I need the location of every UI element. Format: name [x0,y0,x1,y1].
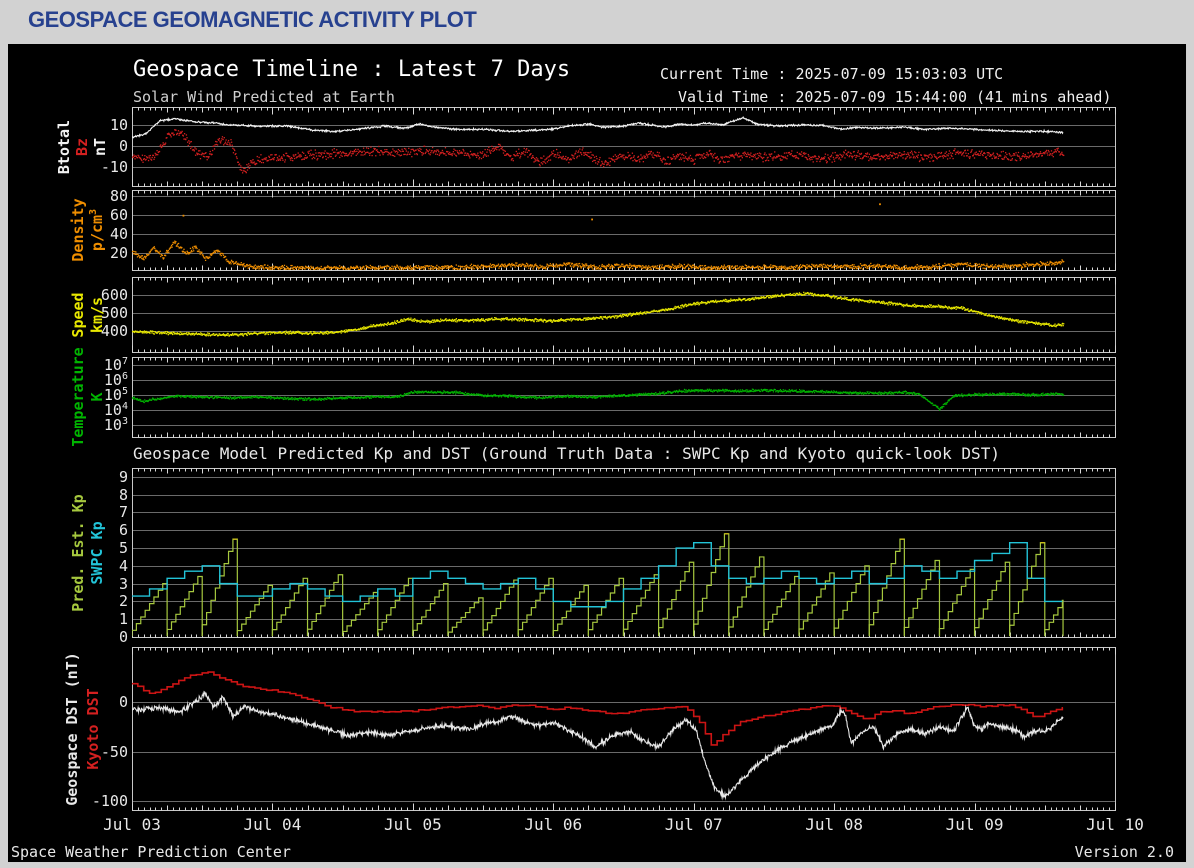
axis-label-nt: nT [91,137,109,156]
y-tick-label: 7 [118,503,128,522]
footer-source: Space Weather Prediction Center [11,843,291,861]
y-tick-label: 106 [103,370,128,389]
y-tick-label: 107 [103,355,128,374]
geospace-plot: Geospace Timeline : Latest 7 Days Curren… [8,44,1187,863]
x-axis-label-jul-05: Jul 05 [383,815,442,834]
valid-time-label: Valid Time : 2025-07-09 15:44:00 (41 min… [678,88,1112,106]
x-axis-label-jul-10: Jul 10 [1086,815,1144,834]
axis-label-pred-est-kp: Pred. Est. Kp [69,493,87,612]
timeline-plot-canvas [8,44,1186,862]
y-tick-label: 0 [118,692,128,711]
y-tick-label: 9 [118,467,128,486]
axis-label-geospace-dst-nt-: Geospace DST (nT) [63,651,81,806]
section2-title: Geospace Model Predicted Kp and DST (Gro… [133,444,1000,463]
axis-label-density: Density [69,198,87,262]
y-tick-label: 8 [118,485,128,504]
x-axis-label-jul-06: Jul 06 [524,815,583,834]
axis-label-btotal: Btotal [55,119,73,174]
plot-subtitle: Solar Wind Predicted at Earth [133,88,395,106]
y-tick-label: -50 [100,742,128,761]
footer-version: Version 2.0 [1074,843,1174,861]
y-tick-label: 20 [109,243,128,262]
y-tick-label: 5 [118,539,128,558]
x-axis-label-jul-03: Jul 03 [103,815,161,834]
y-tick-label: 104 [103,400,128,419]
axis-label-kyoto-dst: Kyoto DST [84,687,102,770]
y-tick-label: 105 [103,385,128,404]
y-tick-label: 40 [109,224,128,243]
axis-label-k: K [88,392,106,402]
y-tick-label: 500 [100,303,128,322]
y-tick-label: 10 [109,116,128,135]
x-axis-label-jul-07: Jul 07 [664,815,723,834]
y-tick-label: 1 [118,610,128,629]
y-tick-label: 600 [100,285,128,304]
y-tick-label: -10 [100,158,128,177]
axis-label-bz: Bz [73,137,91,156]
y-tick-label: 0 [118,628,128,646]
axis-label-temperature: Temperature [69,347,87,447]
x-axis-label-jul-08: Jul 08 [805,815,864,834]
y-tick-label: 400 [100,321,128,340]
axis-label-km-s: km/s [88,296,106,333]
y-tick-label: 6 [118,521,128,540]
y-tick-label: 2 [118,592,128,611]
y-tick-label: -100 [91,792,128,811]
y-tick-label: 4 [118,556,128,575]
x-axis-label-jul-09: Jul 09 [945,815,1004,834]
axis-label-p-cm-3: p/cm3 [88,208,106,252]
axis-label-swpc-kp: SWPC Kp [88,520,106,585]
x-axis-label-jul-04: Jul 04 [243,815,302,834]
current-time-label: Current Time : 2025-07-09 15:03:03 UTC [660,65,1004,83]
y-tick-label: 60 [109,205,128,224]
axis-label-speed: Speed [69,291,87,338]
y-tick-label: 103 [103,415,128,434]
plot-title: Geospace Timeline : Latest 7 Days [133,57,571,82]
page-title: GEOSPACE GEOMAGNETIC ACTIVITY PLOT [28,7,477,32]
y-tick-label: 80 [109,186,128,205]
y-tick-label: 3 [118,574,128,593]
y-tick-label: 0 [118,137,128,156]
